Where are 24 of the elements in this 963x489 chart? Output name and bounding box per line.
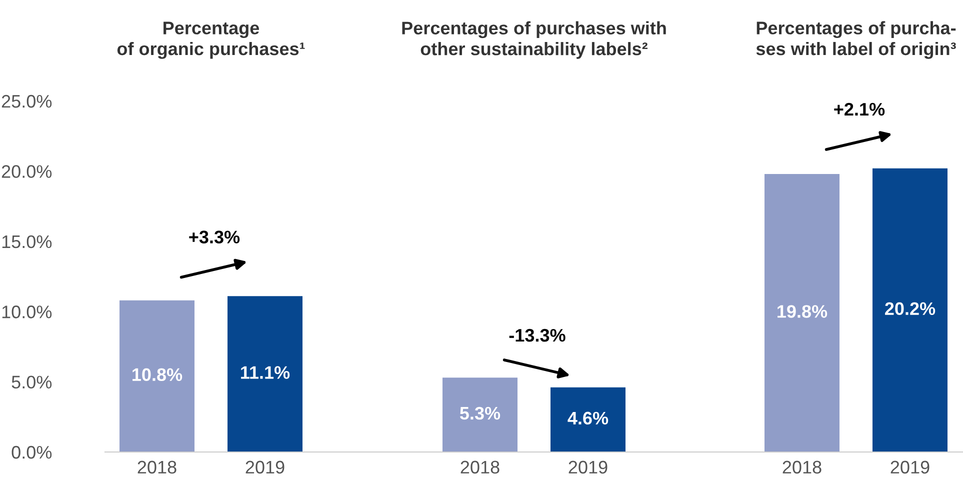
data-label: 20.2% <box>885 302 936 316</box>
chart-title: Percentages of purcha- ses with label of origin³ <box>756 21 956 59</box>
x-tick-label: 2018 <box>782 460 822 474</box>
chart-title: Percentages of purchases with other sustainability labels² <box>402 21 666 59</box>
y-tick-label: 0.0% <box>12 446 52 459</box>
chart-title: Percentage of organic purchases¹ <box>117 22 305 59</box>
data-label: 11.1% <box>241 366 290 379</box>
annotation: +2.1% <box>834 102 885 116</box>
data-label: 19.8% <box>778 305 828 318</box>
x-tick-label: 2019 <box>568 460 608 474</box>
annotation: -13.3% <box>509 328 566 342</box>
annotation: +3.3% <box>189 230 240 244</box>
x-tick-label: 2018 <box>138 460 176 474</box>
y-tick-label: 10.0% <box>2 306 52 318</box>
y-tick-label: 25.0% <box>2 94 52 108</box>
y-tick-label: 20.0% <box>2 165 52 178</box>
x-tick-label: 2019 <box>890 460 930 474</box>
x-tick-label: 2019 <box>246 460 284 474</box>
data-label: 4.6% <box>568 412 608 425</box>
x-tick-label: 2018 <box>460 460 500 474</box>
y-tick-label: 15.0% <box>2 235 52 248</box>
data-label: 5.3% <box>460 406 500 420</box>
data-label: 10.8% <box>132 368 182 382</box>
y-tick-label: 5.0% <box>12 376 52 389</box>
